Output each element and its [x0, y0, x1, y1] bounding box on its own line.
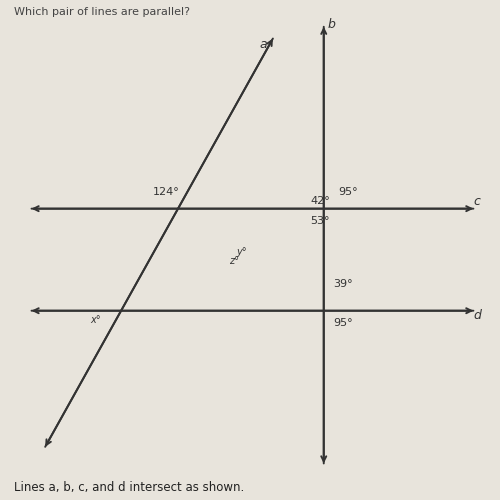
Text: 124°: 124°	[153, 186, 180, 196]
Text: 39°: 39°	[334, 279, 353, 289]
Text: 42°: 42°	[310, 196, 330, 206]
Text: b: b	[328, 18, 336, 32]
Text: Which pair of lines are parallel?: Which pair of lines are parallel?	[14, 6, 190, 16]
Text: c: c	[474, 195, 480, 208]
Text: z°: z°	[229, 256, 239, 266]
Text: 95°: 95°	[338, 186, 358, 196]
Text: Lines a, b, c, and d intersect as shown.: Lines a, b, c, and d intersect as shown.	[14, 481, 244, 494]
Text: y°: y°	[236, 248, 247, 258]
Text: 53°: 53°	[310, 216, 330, 226]
Text: x°: x°	[90, 316, 101, 326]
Text: 95°: 95°	[334, 318, 353, 328]
Text: d: d	[474, 309, 482, 322]
Text: a: a	[260, 38, 267, 51]
